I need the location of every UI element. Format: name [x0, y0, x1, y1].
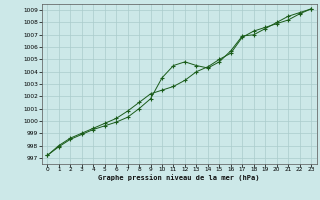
- X-axis label: Graphe pression niveau de la mer (hPa): Graphe pression niveau de la mer (hPa): [99, 175, 260, 181]
